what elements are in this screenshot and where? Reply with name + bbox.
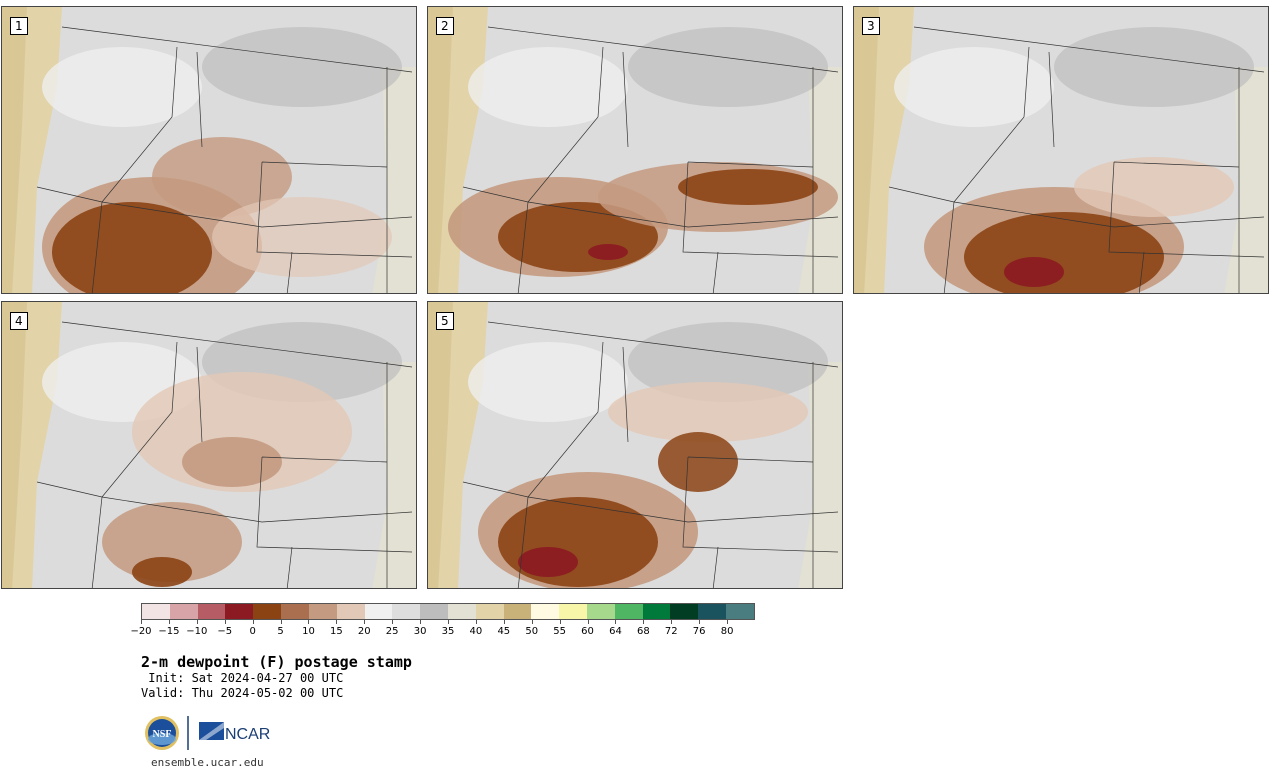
colorbar-swatch [559, 604, 587, 619]
colorbar-tick [280, 620, 282, 624]
colorbar-swatch [281, 604, 309, 619]
colorbar-tick-label: 80 [720, 626, 734, 637]
colorbar-swatch [614, 604, 643, 619]
valid-time: Valid: Thu 2024-05-02 00 UTC [141, 686, 344, 700]
colorbar-tick-label: 20 [357, 626, 371, 637]
colorbar-tick [615, 620, 617, 624]
colorbar-tick-label: 25 [385, 626, 399, 637]
colorbar-swatch [142, 604, 170, 619]
colorbar-swatch [726, 604, 754, 619]
colorbar-tick-label: 10 [302, 626, 315, 637]
colorbar-tick-label: 45 [497, 626, 511, 637]
panel-number: 5 [436, 312, 454, 330]
colorbar-swatch [197, 604, 226, 619]
figure-title: 2-m dewpoint (F) postage stamp [141, 653, 412, 671]
colorbar-tick-label: −10 [186, 626, 208, 637]
dewpoint-map-4 [2, 302, 416, 588]
colorbar-tick [448, 620, 449, 624]
colorbar-tick [475, 620, 477, 624]
dewpoint-map-2 [428, 7, 842, 293]
panel-number: 2 [436, 17, 454, 35]
colorbar-tick [224, 620, 226, 624]
colorbar-tick [392, 620, 394, 624]
colorbar-tick-label: 15 [329, 626, 343, 637]
colorbar-tick [336, 620, 338, 624]
map-panel-1: 1 [1, 6, 417, 294]
dewpoint-map-1 [2, 7, 416, 293]
logos: NSF NCAR [145, 716, 270, 750]
colorbar-tick [168, 620, 170, 624]
map-panel-5: 5 [427, 301, 843, 589]
colorbar [141, 603, 755, 620]
colorbar-tick [587, 620, 589, 624]
colorbar-tick [196, 620, 198, 624]
colorbar-tick-label: 76 [692, 626, 706, 637]
map-panel-2: 2 [427, 6, 843, 294]
colorbar-swatch [670, 604, 699, 619]
dewpoint-map-3 [854, 7, 1268, 293]
colorbar-tick-label: −20 [130, 626, 152, 637]
colorbar-tick [699, 620, 701, 624]
init-time: Init: Sat 2024-04-27 00 UTC [141, 671, 344, 685]
colorbar-tick [559, 620, 561, 624]
colorbar-swatch [253, 604, 282, 619]
colorbar-tick [727, 620, 729, 624]
ncar-logo-text: NCAR [225, 726, 270, 743]
nsf-logo-icon: NSF [145, 716, 179, 750]
map-panel-4: 4 [1, 301, 417, 589]
colorbar-tick [252, 620, 254, 624]
colorbar-tick-label: 0 [249, 626, 256, 637]
colorbar-tick-label: 64 [609, 626, 622, 637]
colorbar-tick-label: 35 [441, 626, 455, 637]
colorbar-swatch [475, 604, 504, 619]
colorbar-swatch [642, 604, 671, 619]
nsf-logo-text: NSF [153, 729, 172, 740]
colorbar-swatch [225, 604, 254, 619]
colorbar-tick-label: 5 [277, 626, 284, 637]
colorbar-tick-label: 60 [581, 626, 594, 637]
colorbar-swatch [169, 604, 198, 619]
colorbar-swatch [531, 604, 560, 619]
colorbar-tick [308, 620, 310, 624]
map-panel-3: 3 [853, 6, 1269, 294]
colorbar-tick-label: 50 [525, 626, 539, 637]
panel-number: 4 [10, 312, 28, 330]
colorbar-tick-label: 72 [664, 626, 678, 637]
ncar-logo-icon: NCAR [199, 722, 270, 743]
colorbar-swatch [336, 604, 365, 619]
colorbar-tick-label: 30 [413, 626, 427, 637]
colorbar-swatch [447, 604, 476, 619]
colorbar-tick [420, 620, 422, 624]
colorbar-swatch [308, 604, 337, 619]
colorbar-tick [141, 620, 142, 624]
colorbar-tick-label: −5 [217, 626, 233, 637]
panel-number: 3 [862, 17, 880, 35]
colorbar-swatch [392, 604, 421, 619]
colorbar-swatch [698, 604, 727, 619]
colorbar-tick [531, 620, 533, 624]
colorbar-tick-label: 55 [553, 626, 566, 637]
colorbar-swatch [587, 604, 615, 619]
dewpoint-map-5 [428, 302, 842, 588]
colorbar-tick-label: −15 [158, 626, 180, 637]
colorbar-swatch [364, 604, 393, 619]
panel-number: 1 [10, 17, 28, 35]
colorbar-tick-label: 68 [636, 626, 650, 637]
colorbar-ticks: −20 −15 −10 −5 0 5 10 15 20 25 30 35 40 45 50 55 60 64 68 7… [130, 626, 770, 640]
colorbar-tick [643, 620, 645, 624]
colorbar-swatch [420, 604, 448, 619]
colorbar-tick [364, 620, 366, 624]
colorbar-tick [503, 620, 505, 624]
colorbar-tick-label: 40 [469, 626, 483, 637]
colorbar-swatch [503, 604, 532, 619]
source-url: ensemble.ucar.edu [151, 756, 264, 769]
colorbar-tick [671, 620, 673, 624]
